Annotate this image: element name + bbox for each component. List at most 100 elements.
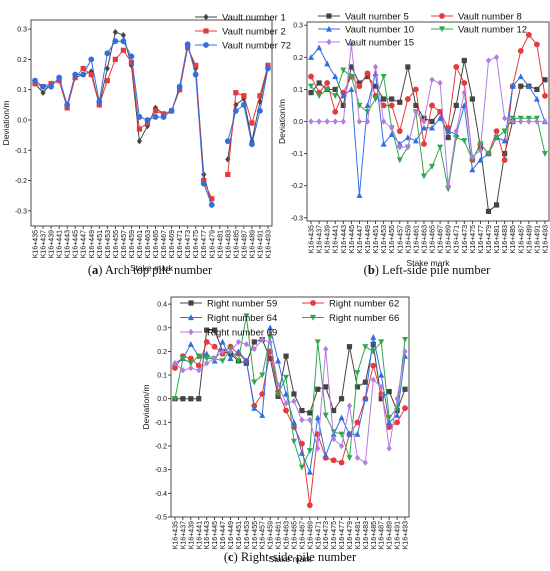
data-point (509, 82, 516, 89)
data-point (120, 38, 127, 45)
data-point (179, 355, 186, 362)
data-point (453, 127, 459, 135)
data-point (354, 419, 361, 426)
x-tick-label: K16+441 (57, 230, 64, 258)
legend: Vault number 5 Vault number 8 Vault number… (318, 11, 527, 48)
data-point (380, 102, 387, 109)
data-point (356, 118, 363, 125)
data-point (72, 71, 79, 78)
data-point (332, 86, 338, 93)
panel-caption: (c) Right-side pile number (224, 550, 357, 564)
data-point (397, 143, 403, 151)
data-point (180, 396, 186, 402)
x-axis-title: Stake mark (407, 258, 451, 268)
caption-paren-open: ( (88, 263, 92, 277)
y-tick-label: 0.0 (157, 396, 167, 403)
data-point (386, 419, 393, 425)
x-tick-label: K16+439 (188, 521, 195, 549)
data-point (251, 404, 258, 411)
x-tick-label: K16+477 (339, 521, 346, 549)
series-2 (32, 44, 271, 202)
y-tick-label: 0.2 (293, 55, 303, 62)
data-point (541, 150, 548, 157)
data-point (332, 118, 338, 125)
data-point (437, 108, 443, 115)
data-point (331, 435, 337, 443)
x-tick-label: K16+461 (137, 230, 144, 258)
data-point (370, 348, 377, 355)
y-tick-label: 0.2 (17, 57, 27, 64)
data-point (225, 171, 231, 178)
data-point (290, 419, 297, 425)
data-point (104, 65, 110, 72)
data-point (212, 355, 218, 362)
x-tick-label: K16+457 (397, 225, 404, 253)
legend-swatch-marker (439, 26, 445, 33)
data-point (160, 111, 167, 117)
x-tick-label: K16+449 (228, 521, 235, 549)
series-5 (308, 41, 548, 189)
legend-label: Vault number 8 (458, 11, 522, 22)
x-tick-label: K16+479 (209, 230, 216, 258)
y-tick-label: -0.5 (155, 515, 167, 522)
data-point (477, 141, 484, 148)
data-point (112, 28, 118, 36)
data-point (388, 102, 395, 109)
data-point (187, 355, 194, 362)
y-tick-label: 0.2 (157, 349, 167, 356)
data-point (332, 93, 339, 100)
x-tick-label: K16+485 (233, 230, 240, 258)
x-tick-label: K16+493 (542, 225, 549, 253)
data-point (469, 157, 476, 164)
data-point (306, 468, 313, 475)
data-point (510, 118, 516, 125)
data-point (56, 77, 62, 84)
data-point (259, 372, 266, 379)
data-point (381, 96, 387, 102)
x-tick-label: K16+435 (309, 225, 316, 253)
x-tick-label: K16+435 (33, 230, 40, 258)
x-tick-label: K16+483 (225, 230, 232, 258)
y-axis-title: Deviation/m (141, 385, 151, 430)
x-tick-label: K16+447 (220, 521, 227, 549)
data-point (461, 138, 468, 144)
data-point (224, 138, 231, 145)
data-point (144, 117, 151, 123)
y-tick-label: -0.3 (291, 215, 303, 222)
data-point (160, 114, 167, 120)
data-point (195, 353, 202, 360)
data-point (338, 459, 345, 466)
data-point (136, 126, 143, 132)
data-point (364, 70, 371, 77)
data-point (394, 412, 401, 418)
data-point (421, 115, 427, 121)
data-point (259, 336, 265, 343)
x-tick-label: K16+491 (395, 521, 402, 549)
x-tick-label: K16+483 (363, 521, 370, 549)
data-point (267, 334, 274, 341)
caption-text: ) Left-side pile number (375, 263, 491, 277)
data-point (120, 47, 126, 53)
y-tick-label: 0.3 (17, 27, 27, 34)
y-tick-label: 0.0 (17, 117, 27, 124)
data-point (324, 60, 331, 67)
data-point (315, 386, 321, 392)
x-tick-label: K16+439 (49, 230, 56, 258)
data-point (445, 186, 452, 193)
series-line (174, 315, 406, 469)
data-point (196, 367, 202, 374)
x-tick-label: K16+493 (265, 230, 272, 258)
data-point (209, 196, 215, 202)
y-tick-label: -0.3 (155, 467, 167, 474)
data-point (370, 334, 377, 340)
data-point (402, 352, 409, 359)
x-tick-label: K16+477 (478, 225, 485, 253)
x-tick-label: K16+493 (403, 521, 410, 549)
data-point (332, 73, 339, 80)
data-point (469, 153, 475, 161)
data-point (354, 370, 361, 376)
data-point (517, 47, 524, 54)
y-tick-label: 0.4 (157, 302, 167, 309)
data-point (372, 63, 379, 71)
data-point (402, 348, 408, 355)
